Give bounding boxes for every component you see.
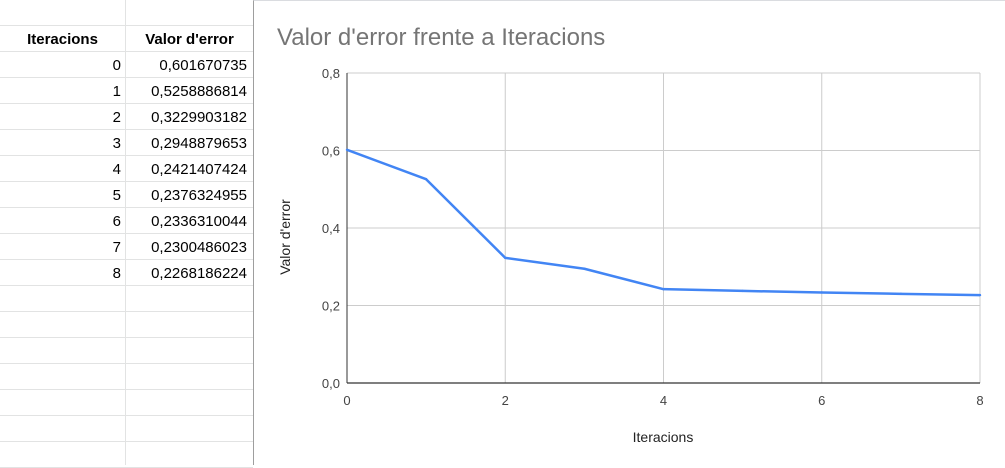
cell-iteracio[interactable]: 3 (112, 135, 121, 152)
sheet-row-line (0, 182, 253, 208)
sheet-row-line (0, 260, 253, 286)
sheet-row-line (0, 26, 253, 52)
line-chart: Valor d'error frente a Iteracions 0,0 0,2… (277, 24, 984, 445)
chart-tick-labels: 0,0 0,2 0,4 0,6 0,8 0 2 4 6 8 (322, 66, 984, 408)
y-tick-label: 0,6 (322, 144, 340, 159)
y-axis-label: Valor d'error (277, 199, 293, 275)
x-axis-label: Iteracions (633, 429, 694, 445)
sheet-row-line (0, 338, 253, 364)
column-divider (125, 0, 126, 465)
sheet-row-line (0, 104, 253, 130)
sheet-row-line (0, 442, 253, 468)
cell-valor-error[interactable]: 0,2948879653 (151, 135, 247, 152)
cell-iteracio[interactable]: 7 (112, 239, 121, 256)
chart-title: Valor d'error frente a Iteracions (277, 24, 605, 51)
sheet-row-line (0, 312, 253, 338)
y-tick-label: 0,2 (322, 299, 340, 314)
sheet-row-line (0, 208, 253, 234)
data-point[interactable] (424, 178, 428, 181)
data-point[interactable] (504, 256, 507, 260)
sheet-row-line (0, 156, 253, 182)
x-tick-label: 8 (976, 393, 983, 408)
y-tick-label: 0,8 (322, 66, 340, 81)
cell-iteracio[interactable]: 5 (112, 187, 121, 204)
data-point[interactable] (662, 287, 665, 291)
sheet-row-line (0, 234, 253, 260)
sheet-row-line (0, 52, 253, 78)
x-tick-label: 0 (343, 393, 350, 408)
cell-iteracio[interactable]: 0 (112, 57, 121, 74)
chart-container[interactable]: Valor d'error frente a Iteracions 0,0 0,2… (253, 0, 1005, 465)
header-valor-error[interactable]: Valor d'error (145, 31, 234, 48)
chart-axes (346, 73, 980, 384)
cell-valor-error[interactable]: 0,3229903182 (151, 109, 247, 126)
cell-iteracio[interactable]: 2 (112, 109, 121, 126)
sheet-row-line (0, 416, 253, 442)
cell-valor-error[interactable]: 0,2300486023 (151, 239, 247, 256)
x-tick-label: 2 (502, 393, 509, 408)
cell-valor-error[interactable]: 0,2336310044 (151, 213, 247, 230)
sheet-row-line (0, 78, 253, 104)
cell-valor-error[interactable]: 0,2376324955 (151, 187, 247, 204)
chart-gridlines (346, 72, 981, 383)
data-point[interactable] (583, 267, 586, 270)
cell-iteracio[interactable]: 6 (112, 213, 121, 230)
cell-valor-error[interactable]: 0,601670735 (159, 57, 247, 74)
x-tick-label: 6 (818, 393, 825, 408)
y-tick-label: 0,0 (322, 376, 340, 391)
spreadsheet: Iteracions Valor d'error 0 0,601670735 1 0,… (0, 0, 253, 468)
cell-iteracio[interactable]: 1 (112, 83, 121, 100)
chart-series (345, 148, 982, 297)
sheet-row-line (0, 0, 253, 26)
data-point[interactable] (978, 293, 982, 297)
cell-iteracio[interactable]: 4 (112, 161, 121, 178)
sheet-row-line (0, 364, 253, 390)
cell-valor-error[interactable]: 0,2421407424 (151, 161, 247, 178)
sheet-row-line (0, 390, 253, 416)
sheet-row-line (0, 130, 253, 156)
header-iteracions[interactable]: Iteracions (27, 31, 98, 48)
cell-iteracio[interactable]: 8 (112, 265, 121, 282)
data-point[interactable] (820, 291, 823, 294)
cell-valor-error[interactable]: 0,5258886814 (151, 83, 247, 100)
sheet-row-line (0, 286, 253, 312)
data-point[interactable] (345, 148, 349, 152)
y-tick-label: 0,4 (322, 221, 340, 236)
cell-valor-error[interactable]: 0,2268186224 (151, 265, 247, 282)
x-tick-label: 4 (660, 393, 667, 408)
data-point[interactable] (899, 292, 903, 296)
data-point[interactable] (741, 289, 744, 293)
